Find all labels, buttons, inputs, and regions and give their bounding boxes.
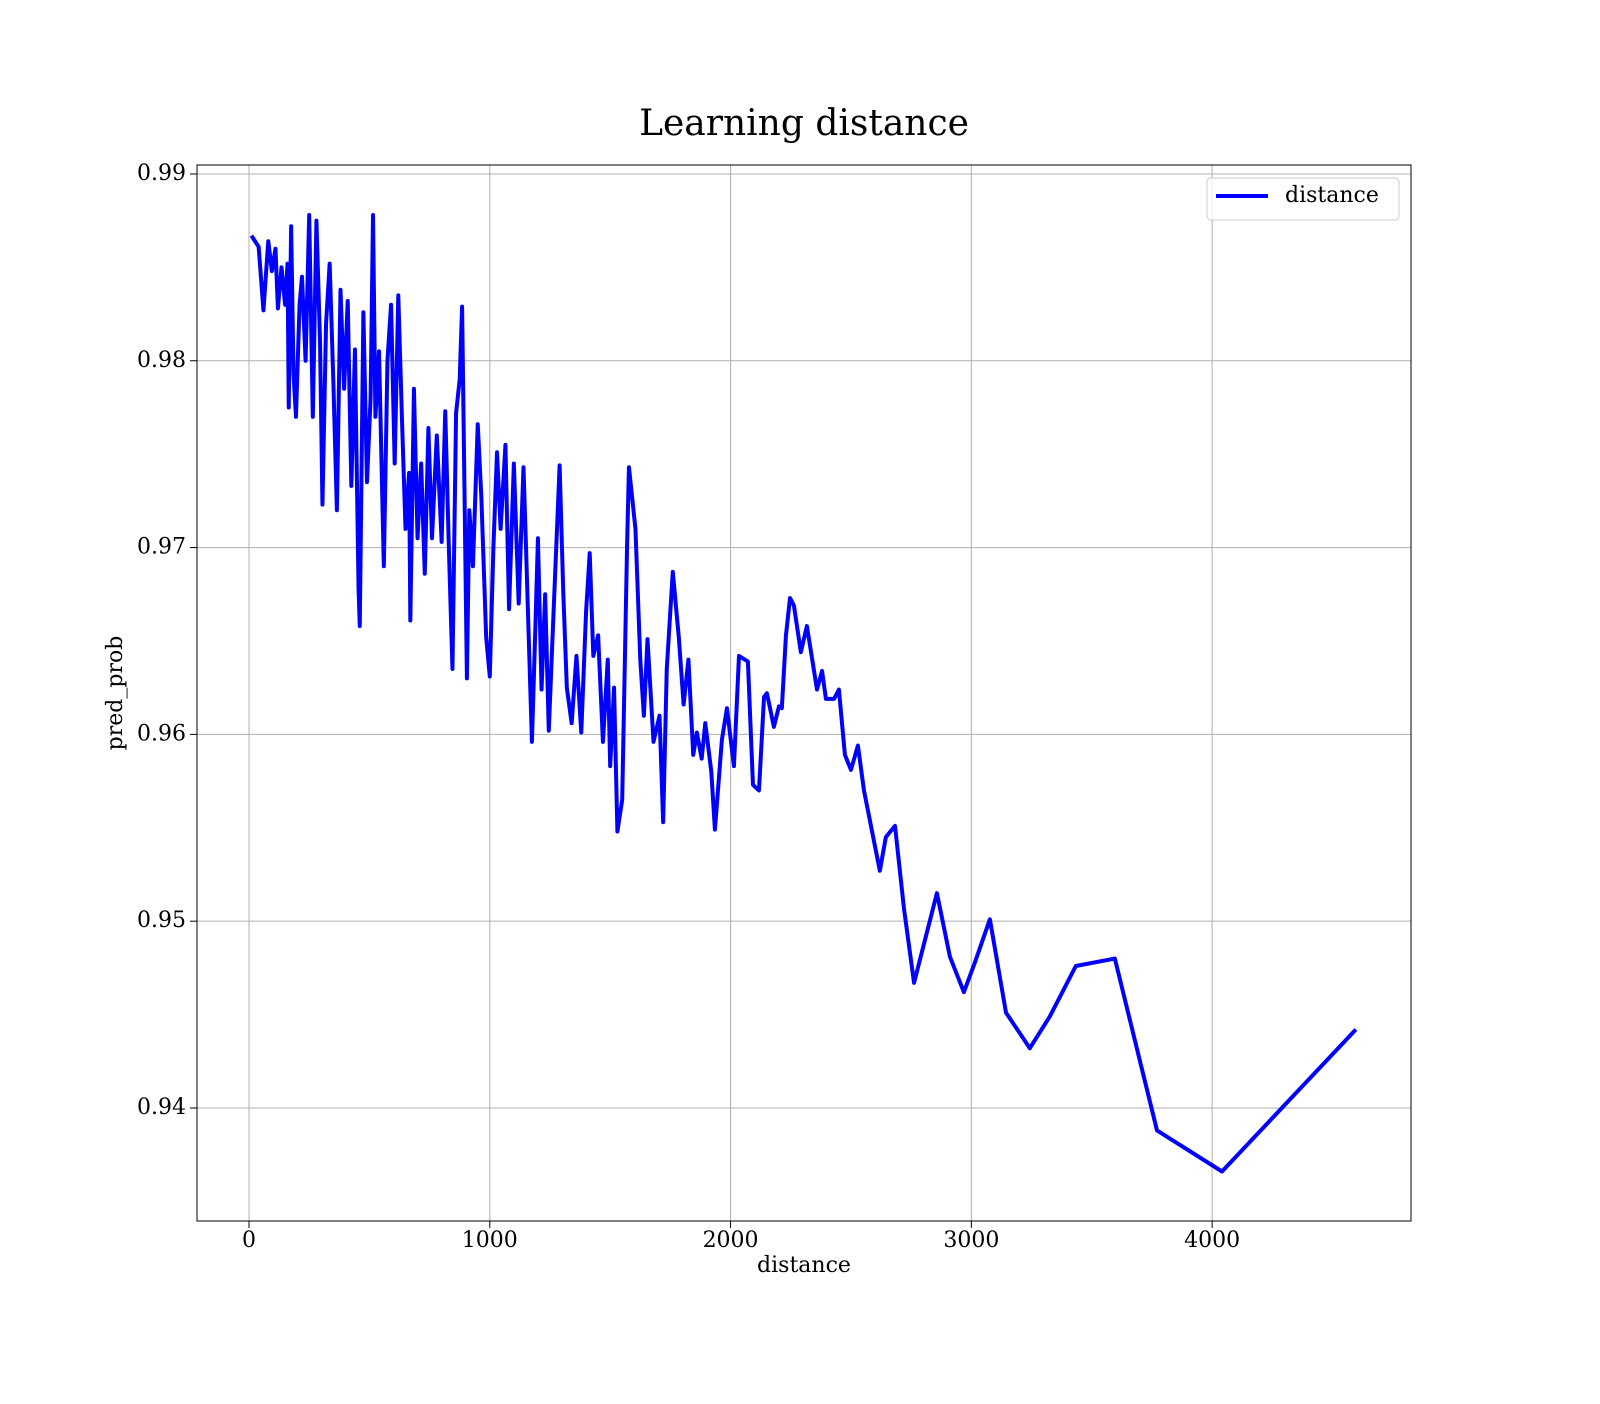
x-tick-label: 3000 [943,1228,999,1253]
plot-frame [196,164,1412,1222]
y-tick-label: 0.97 [137,535,186,560]
y-tick-label: 0.94 [137,1095,186,1120]
data-line [249,213,1358,1174]
x-tick-label: 4000 [1184,1228,1240,1253]
chart-title: Learning distance [639,103,969,144]
x-axis-label: distance [757,1253,851,1278]
legend-box [1206,177,1400,221]
y-tick-label: 0.96 [137,721,186,746]
x-tick-label: 2000 [703,1228,759,1253]
y-tick-label: 0.98 [137,348,186,373]
x-tick-label: 0 [242,1228,256,1253]
y-tick-label: 0.95 [137,908,186,933]
y-axis-label: pred_prob [103,636,128,751]
y-tick-label: 0.99 [137,161,186,186]
legend-label: distance [1285,183,1379,208]
x-tick-label: 1000 [462,1228,518,1253]
